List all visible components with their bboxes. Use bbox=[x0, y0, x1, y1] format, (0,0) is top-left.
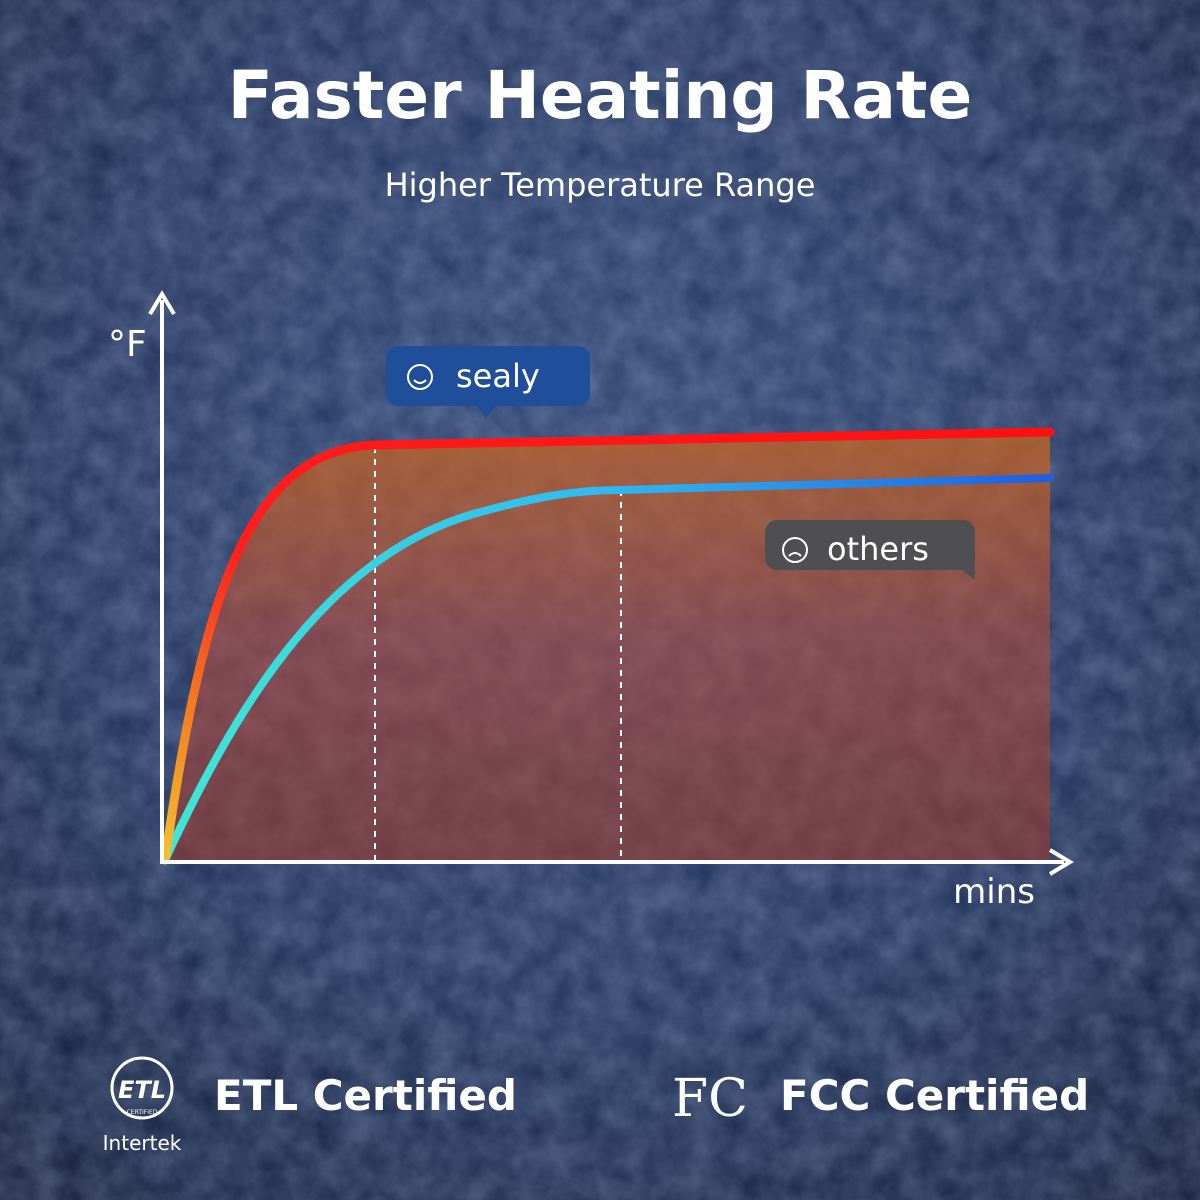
smile-icon bbox=[407, 364, 433, 390]
others-bubble bbox=[765, 520, 975, 580]
bubble-label: others bbox=[827, 530, 929, 568]
heat-area bbox=[165, 432, 1050, 860]
x-arrow bbox=[1048, 848, 1074, 876]
bubble-label: sealy bbox=[456, 357, 540, 395]
smile-icon bbox=[413, 379, 427, 384]
etl-label: ETL Certified bbox=[214, 1071, 517, 1120]
sealy-curve bbox=[160, 427, 1055, 865]
etl-logo-text: ETL bbox=[118, 1076, 166, 1104]
x-axis-label: mins bbox=[953, 872, 1035, 912]
y-arrow bbox=[148, 290, 176, 316]
y-axis-label: °F bbox=[108, 324, 147, 365]
etl-brand: Intertek bbox=[103, 1131, 182, 1155]
sad-icon bbox=[788, 552, 802, 557]
etl-logo bbox=[110, 1056, 174, 1120]
etl-logo-small: CERTIFIED bbox=[127, 1109, 158, 1116]
fcc-label: FCC Certified bbox=[780, 1071, 1089, 1120]
title: Faster Heating Rate bbox=[228, 57, 972, 134]
subtitle: Higher Temperature Range bbox=[385, 166, 816, 204]
sealy-bubble bbox=[386, 346, 590, 418]
fcc-logo: FC bbox=[672, 1069, 748, 1129]
others-curve bbox=[161, 474, 1054, 864]
sad-icon bbox=[782, 537, 808, 563]
